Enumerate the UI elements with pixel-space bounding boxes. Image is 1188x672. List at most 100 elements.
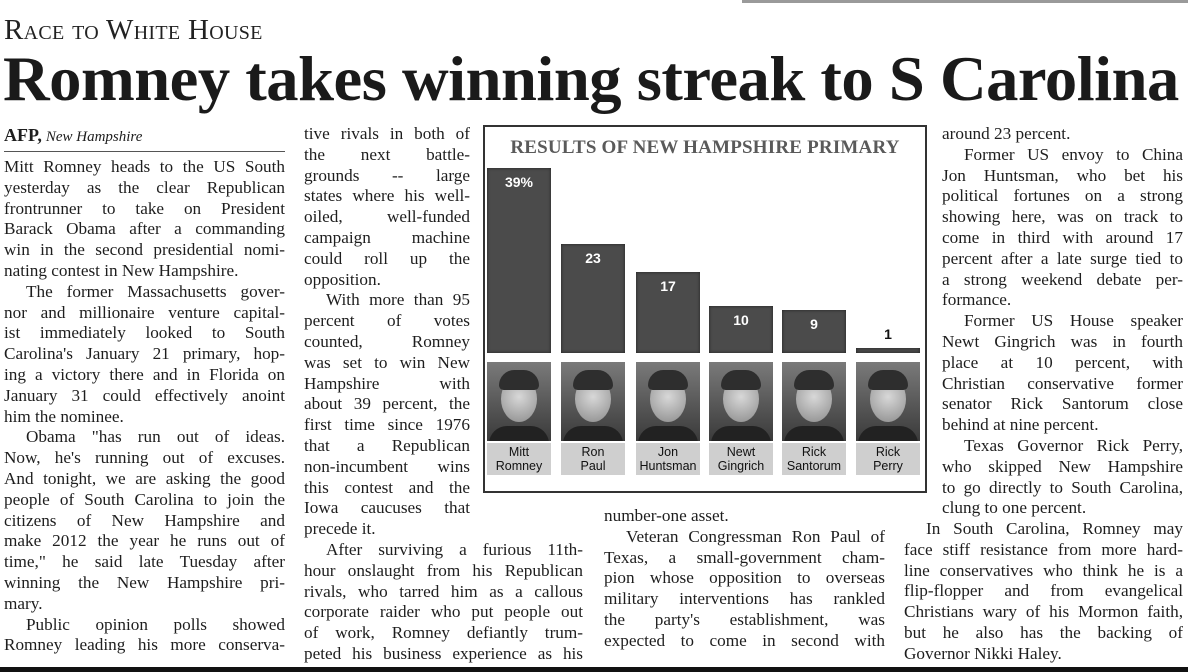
bar-value-label: 17 [660, 278, 676, 295]
text-line: states where his well- [304, 186, 470, 206]
text-line: Christian conservative former [942, 373, 1183, 393]
candidate-name-line: Mitt [508, 445, 530, 459]
candidate-photo [636, 362, 700, 441]
text-line: Barack Obama after a commanding [4, 219, 285, 239]
chart-title: RESULTS OF NEW HAMPSHIRE PRIMARY [510, 137, 900, 158]
text-line: Texas, a small-government cham- [604, 547, 885, 567]
bar-rick-santorum [782, 310, 846, 353]
text-line: peted his business experience as his [304, 643, 583, 663]
text-line: Texas Governor Rick Perry, [964, 435, 1183, 455]
text-line: And tonight, we are asking the good [4, 468, 285, 488]
candidate-name-line: Romney [495, 459, 543, 473]
candidate-name: Jon Huntsman [636, 443, 700, 475]
text-line: of work, Romney defiantly trum- [304, 623, 583, 643]
text-line: counted, Romney [304, 331, 470, 351]
text-line: precede it. [304, 519, 376, 539]
candidate-name: Rick Perry [856, 443, 920, 475]
text-line: senator Rick Santorum close [942, 394, 1183, 414]
article-column-4: around 23 percent. Former US envoy to Chi… [942, 124, 1183, 519]
text-line: yesterday as the clear Republican [4, 177, 285, 197]
text-line: percent of votes [304, 311, 470, 331]
text-line: people of South Carolina to join the [4, 489, 285, 509]
text-line: ing a victory there and in Florida on [4, 364, 285, 384]
text-line: The former Massachusetts gover- [26, 281, 285, 301]
text-line: Governor Nikki Haley. [904, 643, 1062, 663]
text-line: Mitt Romney heads to the US South [4, 157, 285, 176]
byline: AFP, New Hampshire [4, 125, 284, 146]
candidate-name-line: Newt [726, 445, 756, 459]
article-column-3: number-one asset. Veteran Congressman Ron… [604, 506, 885, 652]
text-line: could roll up the [304, 248, 470, 268]
candidate-name-line: Jon [657, 445, 679, 459]
text-line: rivals, who tarred him as a callous [304, 581, 583, 601]
text-line: grounds -- large [304, 165, 470, 185]
text-line: that a Republican [304, 435, 470, 455]
text-line: Jon Huntsman, who bet his [942, 165, 1183, 185]
bar-value-label: 23 [585, 249, 601, 266]
text-line: Hampshire with [304, 373, 470, 393]
text-line: Carolina's January 21 primary, hop- [4, 344, 285, 364]
text-line: winning the New Hampshire pri- [4, 572, 285, 592]
candidate-name-line: Rick [875, 445, 901, 459]
text-line: the party's establishment, was [604, 609, 885, 629]
text-line: Newt Gingrich was in fourth [942, 331, 1183, 351]
text-line: Romney leading his more conserva- [4, 635, 285, 655]
text-line: first time since 1976 [304, 415, 470, 435]
candidate-name-line: Rick [801, 445, 827, 459]
bar-value-label: 1 [884, 326, 892, 343]
candidate-photo [709, 362, 773, 441]
text-line: nor and millionaire venture capital- [4, 302, 285, 322]
candidate-name: Newt Gingrich [709, 443, 773, 475]
text-line: hour onslaught from his Republican [304, 560, 583, 580]
text-line: him the nominee. [4, 406, 124, 426]
text-line: citizens of New Hampshire and [4, 510, 285, 530]
text-line: win in the second presidential nomi- [4, 240, 285, 260]
text-line: to go directly to South Carolina, [942, 477, 1183, 497]
text-line: around 23 percent. [942, 124, 1071, 143]
text-line: was set to win New [304, 352, 470, 372]
bar-rick-perry [856, 348, 920, 353]
text-line: Former US House speaker [964, 311, 1183, 331]
bar-value-label: 9 [810, 316, 818, 333]
text-line: January 31 could effectively anoint [4, 385, 285, 405]
headline: Romney takes winning streak to S Carolin… [3, 43, 1179, 114]
text-line: face stiff resistance from more hard- [904, 539, 1183, 559]
bar-value-label: 10 [733, 311, 749, 328]
bar-mitt-romney [487, 167, 551, 353]
text-line: time," he said late Tuesday after [4, 552, 285, 572]
text-line: flip-flopper and from evangelical [904, 581, 1183, 601]
text-line: tive rivals in both of [304, 124, 470, 143]
article-column-1: Mitt Romney heads to the US South yesterd… [4, 157, 285, 656]
text-line: expected to come in second with [604, 630, 885, 650]
text-line: In South Carolina, Romney may [926, 519, 1183, 538]
text-line: nating contest in New Hampshire. [4, 260, 239, 280]
candidate-photo [782, 362, 846, 441]
bar-newt-gingrich [709, 305, 773, 353]
candidate-name-line: Paul [580, 459, 606, 473]
candidate-name-line: Santorum [786, 459, 842, 473]
text-line: number-one asset. [604, 506, 729, 525]
text-line: Iowa caucuses that [304, 498, 470, 518]
text-line: Now, he's running out of excuses. [4, 448, 285, 468]
text-line: Obama "has run out of ideas. [26, 427, 285, 447]
section-kicker: Race to White House [4, 14, 263, 46]
text-line: come in third with around 17 [942, 227, 1183, 247]
text-line: formance. [942, 290, 1012, 310]
text-line: place at 10 percent, with [942, 352, 1183, 372]
article-column-2-wide: After surviving a furious 11th-hour onsl… [304, 540, 583, 665]
text-line: campaign machine [304, 227, 470, 247]
text-line: clung to one percent. [942, 498, 1087, 518]
article-column-2: tive rivals in both of the next battle-gr… [304, 124, 470, 540]
candidate-name-line: Ron [581, 445, 605, 459]
text-line: line conservatives who think he is a [904, 560, 1183, 580]
bar-ron-paul [561, 243, 625, 353]
bar-jon-huntsman [636, 272, 700, 353]
text-line: pion whose opposition to overseas [604, 568, 885, 588]
candidate-name-line: Huntsman [639, 459, 697, 473]
text-line: corporate raider who put people out [304, 602, 583, 622]
byline-rule [4, 151, 285, 152]
top-rule [742, 0, 1188, 3]
text-line: a strong weekend debate per- [942, 269, 1183, 289]
text-line: non-incumbent wins [304, 456, 470, 476]
candidate-photo [561, 362, 625, 441]
